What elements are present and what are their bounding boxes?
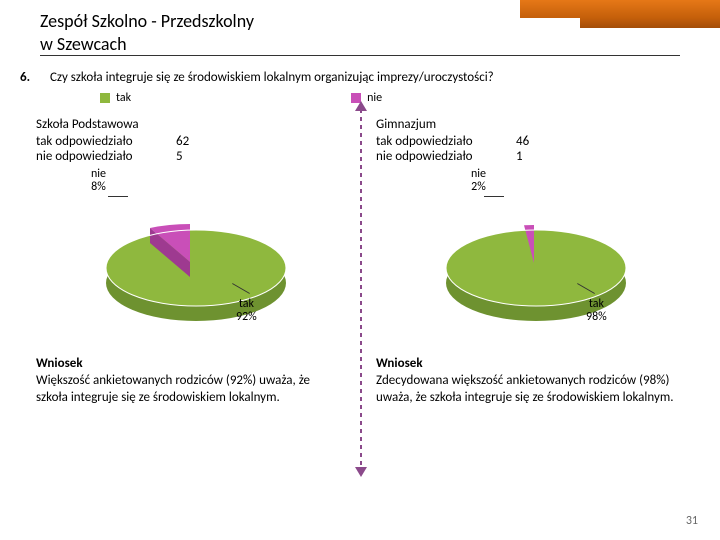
question-text: Czy szkoła integruje się ze środowiskiem… [50,70,700,85]
right-column: Gimnazjum tak odpowiedziało 46 nie odpow… [360,109,700,415]
divider-arrow-icon [360,109,362,469]
content: Szkoła Podstawowa tak odpowiedziało 62 n… [0,109,720,415]
question-number: 6. [20,70,50,85]
table-row: nie odpowiedziało 1 [376,149,684,164]
title-line-2: w Szewcach [40,33,127,55]
legend-label-tak: tak [116,91,131,105]
stat-value: 46 [516,134,546,149]
pie-chart-icon [86,198,306,348]
stat-value: 62 [176,134,206,149]
table-row: tak odpowiedziało 46 [376,134,684,149]
right-conclusion: Wniosek Zdecydowana większość ankietowan… [376,356,684,407]
stat-label: tak odpowiedziało [376,134,506,149]
conclusion-text: Zdecydowana większość ankietowanych rodz… [376,373,684,407]
pie-label-tak: tak98% [586,298,607,324]
pie-chart-icon [426,198,646,348]
legend-label-nie: nie [367,91,382,105]
stat-value: 1 [516,149,546,164]
table-row: nie odpowiedziało 5 [36,149,344,164]
page-number: 31 [686,514,698,528]
right-title: Gimnazjum [376,117,684,132]
conclusion-text: Większość ankietowanych rodziców (92%) u… [36,373,344,407]
left-column: Szkoła Podstawowa tak odpowiedziało 62 n… [20,109,360,415]
pie-label-tak: tak92% [236,298,257,324]
pie-label-nie: nie2% [471,168,486,194]
left-conclusion: Wniosek Większość ankietowanych rodziców… [36,356,344,407]
title-line-1: Zespół Szkolno - Przedszkolny [40,10,254,32]
left-title: Szkoła Podstawowa [36,117,344,132]
left-pie-chart: nie8% tak92% [36,168,344,348]
question-row: 6. Czy szkoła integruje się ze środowisk… [0,64,720,87]
legend-tak: tak [100,91,131,105]
stat-label: nie odpowiedziało [36,149,166,164]
legend-swatch-tak [100,93,110,103]
table-row: tak odpowiedziało 62 [36,134,344,149]
right-pie-chart: nie2% tak98% [376,168,684,348]
stat-label: tak odpowiedziało [36,134,166,149]
conclusion-title: Wniosek [36,356,344,373]
header-accent [520,0,720,30]
stat-value: 5 [176,149,206,164]
slide-header: Zespół Szkolno - Przedszkolny w Szewcach [0,0,720,64]
pie-label-nie: nie8% [91,168,106,194]
conclusion-title: Wniosek [376,356,684,373]
stat-label: nie odpowiedziało [376,149,506,164]
